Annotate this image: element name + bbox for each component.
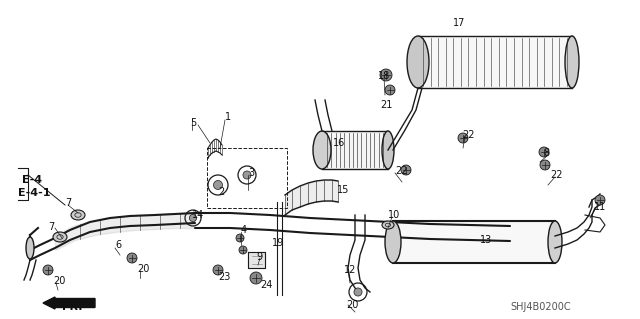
Text: 20: 20 bbox=[346, 300, 358, 310]
Circle shape bbox=[250, 272, 262, 284]
Text: 20: 20 bbox=[53, 276, 65, 286]
Circle shape bbox=[43, 265, 53, 275]
Text: 7: 7 bbox=[48, 222, 54, 232]
FancyArrow shape bbox=[43, 297, 95, 309]
Ellipse shape bbox=[382, 221, 394, 229]
Ellipse shape bbox=[382, 131, 394, 169]
Text: 16: 16 bbox=[333, 138, 345, 148]
Circle shape bbox=[385, 85, 395, 95]
Text: 10: 10 bbox=[388, 210, 400, 220]
Circle shape bbox=[189, 214, 196, 222]
Text: 19: 19 bbox=[272, 238, 284, 248]
Text: 14: 14 bbox=[192, 210, 204, 220]
Circle shape bbox=[127, 253, 137, 263]
Circle shape bbox=[239, 246, 247, 254]
Ellipse shape bbox=[385, 221, 401, 263]
Circle shape bbox=[243, 171, 251, 179]
Text: 6: 6 bbox=[115, 240, 121, 250]
Ellipse shape bbox=[26, 237, 34, 259]
Text: 4: 4 bbox=[241, 225, 247, 235]
Text: 24: 24 bbox=[260, 280, 273, 290]
Text: 20: 20 bbox=[137, 264, 149, 274]
Circle shape bbox=[401, 165, 411, 175]
Text: 22: 22 bbox=[462, 130, 474, 140]
Circle shape bbox=[213, 265, 223, 275]
Text: 13: 13 bbox=[480, 235, 492, 245]
Polygon shape bbox=[248, 252, 265, 268]
Text: 23: 23 bbox=[218, 272, 230, 282]
Text: 1: 1 bbox=[225, 112, 231, 122]
Text: 22: 22 bbox=[550, 170, 563, 180]
Ellipse shape bbox=[565, 36, 579, 88]
Ellipse shape bbox=[71, 210, 85, 220]
Text: 12: 12 bbox=[344, 265, 356, 275]
Text: 11: 11 bbox=[594, 202, 606, 212]
Text: 9: 9 bbox=[256, 252, 262, 262]
Circle shape bbox=[540, 160, 550, 170]
Text: 2: 2 bbox=[218, 187, 224, 197]
Circle shape bbox=[539, 147, 549, 157]
Circle shape bbox=[458, 133, 468, 143]
Circle shape bbox=[214, 181, 223, 189]
Bar bbox=[207, 148, 287, 208]
Ellipse shape bbox=[313, 131, 331, 169]
Circle shape bbox=[354, 288, 362, 296]
Text: FR.: FR. bbox=[62, 302, 83, 312]
Text: 18: 18 bbox=[378, 71, 390, 81]
Text: E-4-1: E-4-1 bbox=[18, 188, 51, 198]
Text: 22: 22 bbox=[395, 166, 408, 176]
Text: 17: 17 bbox=[453, 18, 465, 28]
Ellipse shape bbox=[548, 221, 562, 263]
Circle shape bbox=[380, 69, 392, 81]
Text: SHJ4B0200C: SHJ4B0200C bbox=[510, 302, 571, 312]
Text: 7: 7 bbox=[65, 198, 71, 208]
Ellipse shape bbox=[407, 36, 429, 88]
Text: 5: 5 bbox=[190, 118, 196, 128]
Text: 8: 8 bbox=[543, 148, 549, 158]
Ellipse shape bbox=[53, 232, 67, 242]
Circle shape bbox=[236, 234, 244, 242]
Text: 15: 15 bbox=[337, 185, 349, 195]
Text: 3: 3 bbox=[248, 168, 254, 178]
Text: E-4: E-4 bbox=[22, 175, 42, 185]
Circle shape bbox=[595, 195, 605, 205]
Text: 21: 21 bbox=[380, 100, 392, 110]
